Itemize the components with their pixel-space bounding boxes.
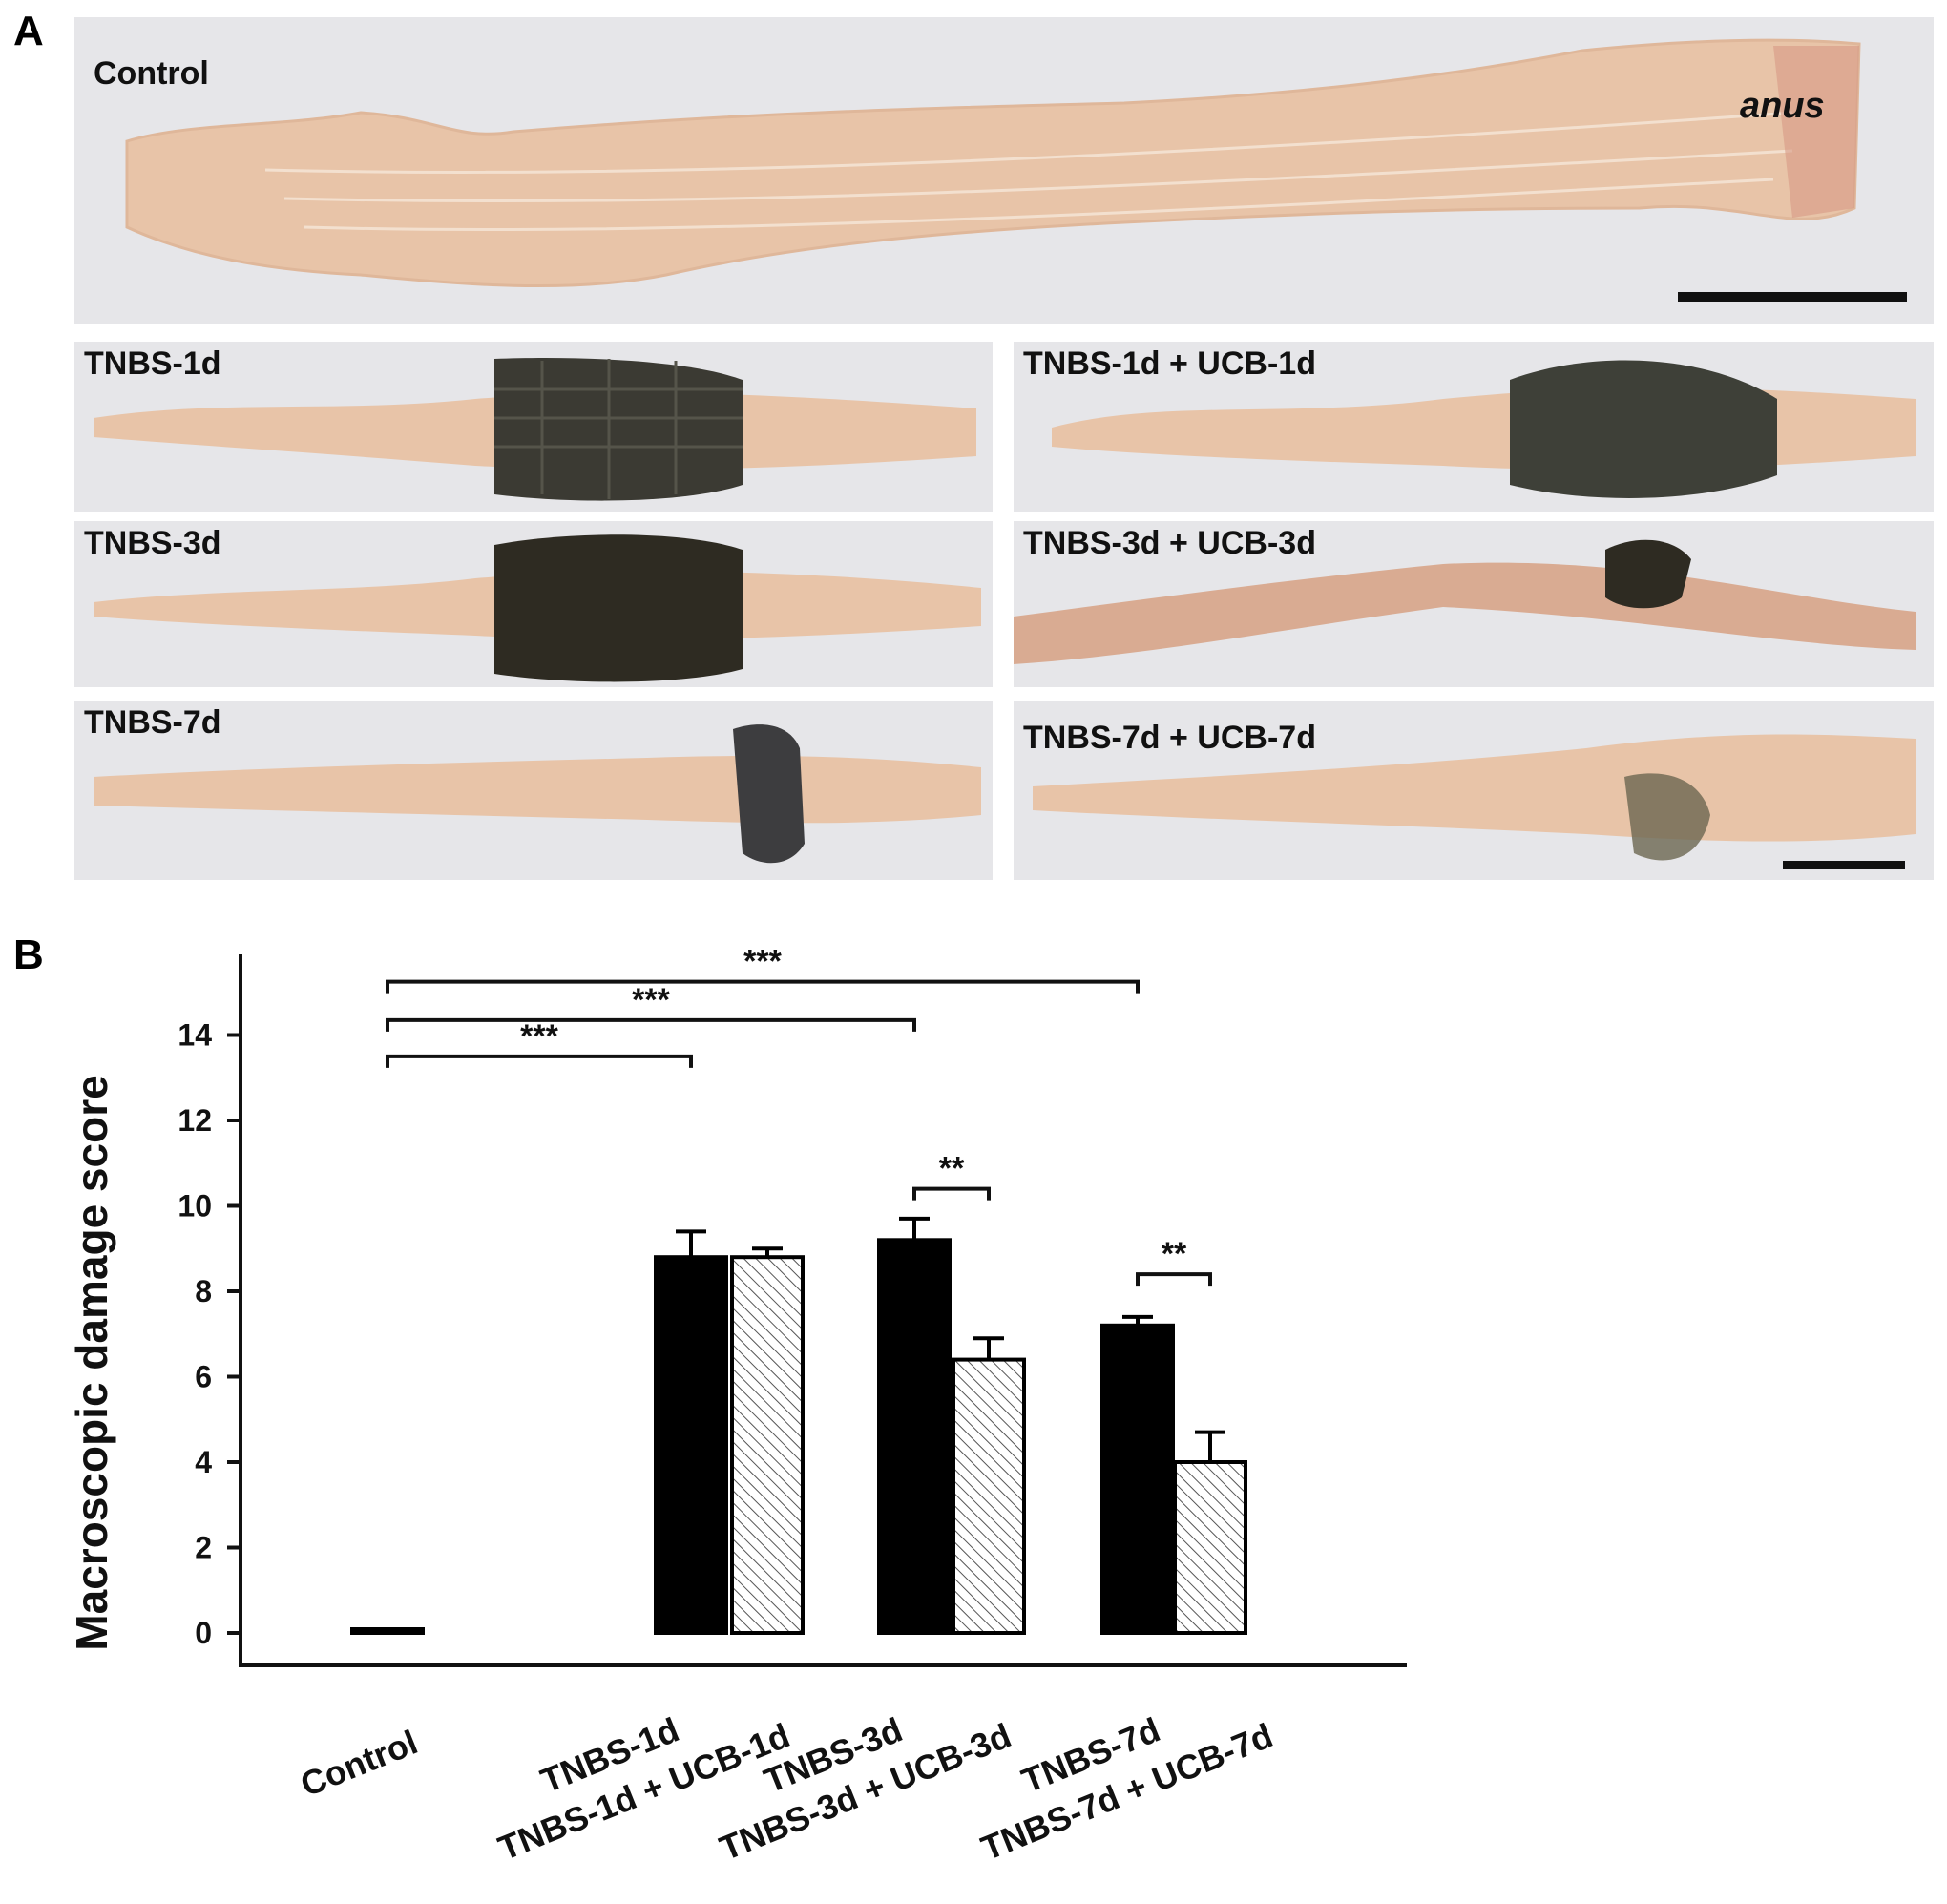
photo-label-tnbs-7d: TNBS-7d [84, 704, 221, 741]
significance-label: ** [1162, 1236, 1187, 1272]
tnbs-3d-ucb-3d-colon-image [1014, 539, 1916, 664]
y-tick-label: 14 [178, 1018, 212, 1053]
scale-bar [1678, 292, 1907, 302]
y-tick-label: 12 [178, 1103, 212, 1138]
bar [654, 1255, 728, 1635]
photo-tnbs-7d: TNBS-7d [74, 701, 993, 880]
significance-bracket [1136, 1272, 1212, 1287]
photo-label-tnbs-1d: TNBS-1d [84, 345, 221, 382]
control-label: Control [94, 55, 209, 92]
significance-brackets: ************* [386, 944, 1212, 1287]
y-tick-label: 4 [195, 1445, 212, 1479]
y-tick-label: 6 [195, 1360, 212, 1394]
anus-label: anus [1740, 86, 1825, 126]
bar [1100, 1323, 1175, 1635]
photo-label-tnbs-7d-ucb-7d: TNBS-7d + UCB-7d [1023, 720, 1316, 756]
y-axis-label: Macroscopic damage score [67, 1075, 116, 1650]
tnbs-1d-colon-image [94, 358, 976, 501]
chart-bars [350, 1216, 1247, 1635]
control-colon-image [125, 38, 1861, 288]
photo-tnbs-1d-ucb-1d: TNBS-1d + UCB-1d [1014, 342, 1934, 512]
photo-label-tnbs-3d: TNBS-3d [84, 525, 221, 561]
scale-bar-small [1783, 861, 1905, 869]
photo-tnbs-1d: TNBS-1d [74, 342, 993, 512]
y-tick-label: 10 [178, 1189, 212, 1224]
tnbs-7d-ucb-7d-colon-image [1033, 734, 1916, 861]
panel-b-letter: B [13, 931, 44, 978]
bar [877, 1238, 952, 1635]
significance-label: *** [632, 982, 670, 1018]
significance-bracket [386, 979, 1140, 994]
tnbs-3d-colon-image [94, 534, 981, 682]
significance-label: ** [939, 1151, 965, 1187]
bar [350, 1627, 425, 1635]
significance-bracket [386, 1054, 693, 1068]
control-photo: Control anus [74, 17, 1934, 324]
y-tick-label: 8 [195, 1274, 212, 1308]
y-axis-ticks: 0 2 4 6 8 10 12 14 [178, 1018, 241, 1650]
photo-tnbs-7d-ucb-7d: TNBS-7d + UCB-7d [1014, 701, 1934, 880]
photo-label-tnbs-3d-ucb-3d: TNBS-3d + UCB-3d [1023, 525, 1316, 561]
panel-a-letter: A [13, 8, 44, 54]
photo-tnbs-3d-ucb-3d: TNBS-3d + UCB-3d [1014, 521, 1934, 687]
tnbs-7d-colon-image [94, 724, 981, 864]
x-tick-label: Control [295, 1722, 423, 1804]
y-tick-label: 0 [195, 1616, 212, 1650]
y-tick-label: 2 [195, 1531, 212, 1565]
significance-label: *** [743, 944, 782, 980]
bar [730, 1255, 805, 1635]
significance-label: *** [520, 1018, 558, 1055]
significance-bracket [912, 1186, 991, 1201]
bar [1173, 1460, 1247, 1635]
photo-tnbs-3d: TNBS-3d [74, 521, 993, 687]
significance-bracket [386, 1017, 916, 1032]
photo-label-tnbs-1d-ucb-1d: TNBS-1d + UCB-1d [1023, 345, 1316, 382]
bar [952, 1357, 1026, 1635]
tnbs-1d-ucb-1d-colon-image [1052, 360, 1916, 498]
